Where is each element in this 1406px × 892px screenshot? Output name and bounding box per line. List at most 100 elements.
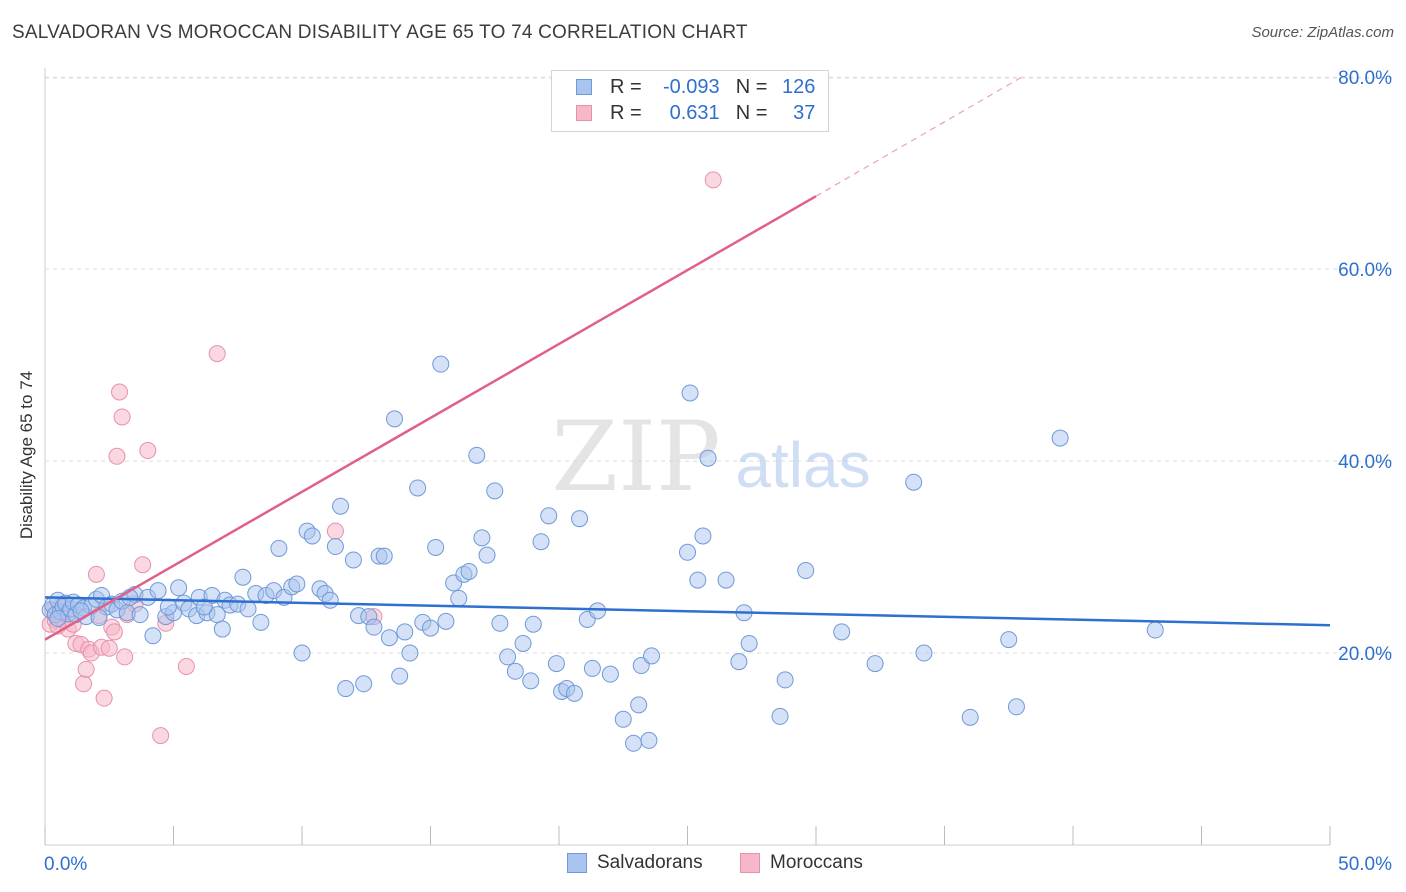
salvadoran-point (213, 620, 231, 638)
trend-lines (44, 76, 1331, 641)
source-label: Source: ZipAtlas.com (1251, 24, 1394, 41)
salvadoran-point (375, 547, 393, 565)
salvadoran-point (270, 539, 288, 557)
moroccan-trend-extension (815, 76, 1022, 197)
salvadoran-point (571, 510, 589, 528)
salvadoran-point (506, 662, 524, 680)
salvadoran-point (303, 527, 321, 545)
salvadoran-point (630, 696, 648, 714)
salvadoran-point (915, 644, 933, 662)
moroccan-point (111, 383, 129, 401)
salvadoran-point (1007, 698, 1025, 716)
salvadoran-point (601, 665, 619, 683)
moroccan-point (208, 345, 226, 363)
salvadoran-point (468, 446, 486, 464)
bottom-legend-salvadorans: Salvadorans (567, 852, 703, 874)
legend-n-value: 126 (782, 75, 816, 98)
salvadoran-point (797, 562, 815, 580)
salvadoran-point (326, 538, 344, 556)
legend-r-label: R = (610, 75, 642, 98)
legend-n-label: N = (735, 101, 768, 124)
salvadoran-point (321, 591, 339, 609)
legend-row-moroccans: R = 0.631 N = 37 (576, 101, 815, 125)
moroccan-point (139, 442, 157, 460)
salvadoran-point (905, 473, 923, 491)
moroccan-point (116, 648, 134, 666)
salvadoran-point (380, 629, 398, 647)
salvadoran-point (386, 410, 404, 428)
moroccan-point (134, 556, 152, 574)
salvadoran-point (866, 655, 884, 673)
moroccan-point (704, 171, 722, 189)
legend-row-salvadorans: R = -0.093 N = 126 (576, 75, 815, 99)
salvadoran-point (149, 582, 167, 600)
salvadoran-point (833, 623, 851, 641)
moroccan-point (152, 727, 170, 745)
salvadoran-point (396, 623, 414, 641)
moroccan-point (113, 408, 131, 426)
y-tick-label: 40.0% (1338, 452, 1392, 473)
moroccan-point (108, 447, 126, 465)
salvadoran-point (640, 731, 658, 749)
salvadoran-point (589, 602, 607, 620)
salvadoran-point (1146, 621, 1164, 639)
y-tick-label: 60.0% (1338, 260, 1392, 281)
salvadoran-point (195, 598, 213, 616)
watermark-atlas: atlas (735, 429, 870, 501)
salvadoran-point (532, 533, 550, 551)
salvadoran-point (288, 575, 306, 593)
salvadoran-point (524, 615, 542, 633)
salvadoran-point (234, 568, 252, 586)
x-tick-label-max: 50.0% (1338, 854, 1392, 875)
salvadoran-point (473, 529, 491, 547)
salvadoran-point (486, 482, 504, 500)
salvadoran-point (478, 546, 496, 564)
bottom-legend-moroccans: Moroccans (740, 852, 863, 874)
salvadoran-point (699, 449, 717, 467)
salvadoran-point (547, 655, 565, 673)
salvadoran-point (499, 648, 517, 666)
watermark-zip: ZIP (551, 401, 720, 513)
y-tick-label: 80.0% (1338, 68, 1392, 89)
salvadoran-point (689, 571, 707, 589)
salvadoran-point (643, 647, 661, 665)
salvadoran-point (409, 479, 427, 497)
salvadoran-point (771, 707, 789, 725)
salvadoran-point (450, 589, 468, 607)
salvadoran-point (401, 644, 419, 662)
salvadoran-point (365, 618, 383, 636)
moroccan-point (95, 689, 113, 707)
salvadoran-point (583, 659, 601, 677)
salvadoran-point (422, 619, 439, 637)
moroccan-point (326, 522, 344, 540)
salvadoran-point (170, 579, 188, 597)
legend-n-value: 37 (793, 101, 816, 124)
salvadoran-point (681, 384, 699, 402)
salvadoran-point (625, 734, 643, 752)
bottom-swatch-blue (567, 853, 587, 873)
salvadoran-point (49, 609, 67, 627)
salvadoran-point (293, 644, 311, 662)
salvadoran-point (355, 675, 373, 693)
bottom-legend-label: Salvadorans (597, 852, 703, 873)
salvadoran-point (427, 538, 445, 556)
salvadoran-point (337, 680, 355, 698)
salvadoran-point (332, 497, 350, 515)
salvadoran-point (344, 551, 362, 569)
salvadoran-point (239, 600, 257, 618)
moroccan-point (87, 565, 105, 583)
salvadoran-point (776, 671, 794, 689)
axes (44, 68, 1331, 846)
moroccan-trend-line (44, 195, 817, 641)
moroccan-point (105, 623, 123, 641)
salvadoran-point (391, 667, 409, 685)
moroccan-point (100, 639, 118, 657)
salvadoran-point (540, 507, 558, 525)
salvadoran-point (717, 571, 735, 589)
salvadoran-point (491, 614, 509, 632)
salvadoran-point (1000, 631, 1018, 649)
legend-n-label: N = (735, 75, 768, 98)
x-tick-label-min: 0.0% (44, 854, 87, 875)
legend-swatch-pink (576, 105, 592, 121)
